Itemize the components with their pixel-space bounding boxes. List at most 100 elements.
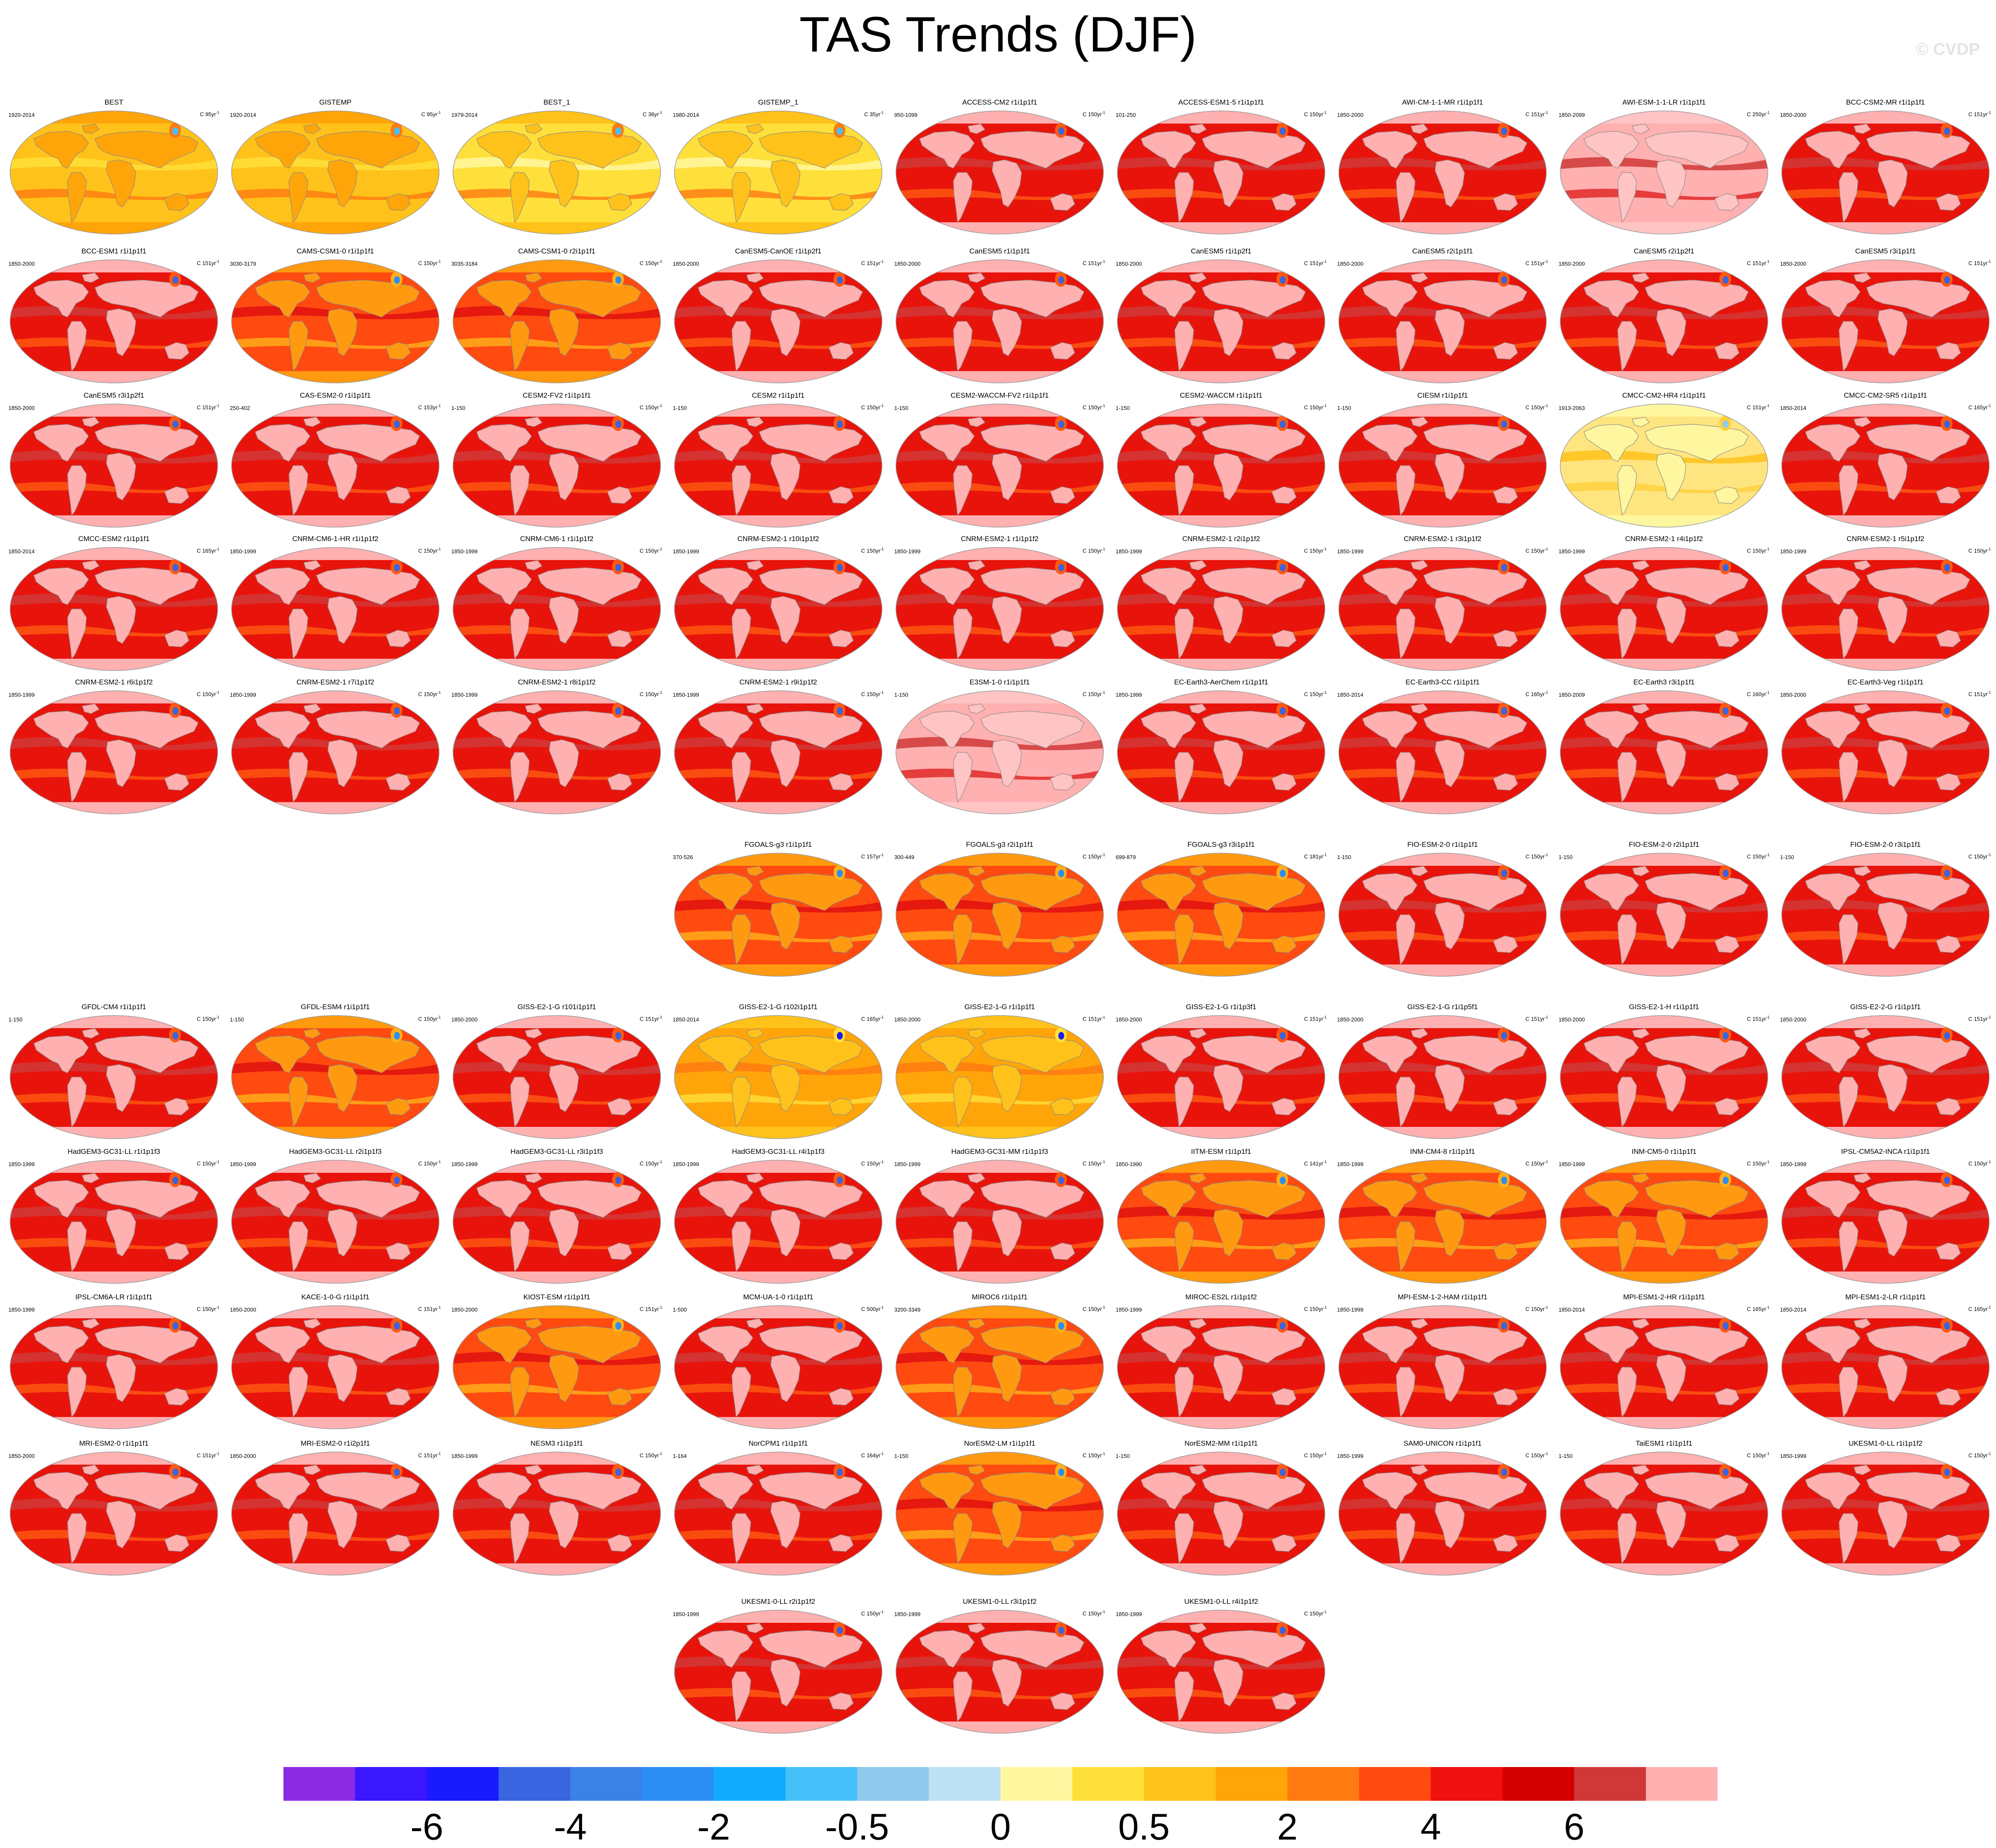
panel-title: CMCC-CM2-HR4 r1i1p1f1	[1622, 391, 1706, 399]
panel-year-range: 3035-3184	[451, 261, 478, 267]
colorbar-box	[785, 1767, 857, 1801]
colorbar-box	[1072, 1767, 1144, 1801]
panel-trend-length-unit: -1	[880, 1305, 884, 1309]
panel-trend-length-text: C 165yr	[1968, 404, 1988, 411]
map-panel: FIO-ESM-2-0 r2i1p1f1 1-150 C 150yr-1	[1554, 840, 1774, 983]
robinson-map	[1338, 547, 1547, 671]
map-panel: CNRM-ESM2-1 r10i1p1f2 1850-1999 C 150yr-1	[669, 535, 888, 677]
panel-title: UKESM1-0-LL r1i1p1f2	[1848, 1439, 1923, 1447]
panel-trend-length: C 150yr-1	[639, 546, 662, 554]
panel-year-range: 1850-1999	[230, 548, 256, 555]
panel-title: NorESM2-MM r1i1p1f1	[1184, 1439, 1258, 1447]
map-panel: HadGEM3-GC31-LL r1i1p1f3 1850-1999 C 150yr…	[4, 1148, 224, 1290]
panel-trend-length: C 151yr-1	[1525, 1014, 1548, 1022]
panel-trend-length-unit: -1	[1766, 1452, 1769, 1456]
panel-title: CNRM-ESM2-1 r2i1p1f2	[1182, 535, 1260, 543]
robinson-map	[674, 690, 882, 814]
panel-trend-length-unit: -1	[1323, 547, 1327, 551]
colorbar-box	[1001, 1767, 1072, 1801]
robinson-map	[1781, 690, 1990, 814]
panel-trend-length-text: C 150yr	[197, 1160, 216, 1167]
colorbar-box	[1502, 1767, 1574, 1801]
colorbar	[283, 1767, 1718, 1801]
panel-year-range: 1850-2009	[1559, 692, 1585, 698]
panel-trend-length: C 151yr-1	[1525, 258, 1548, 267]
map-panel: ACCESS-ESM1-5 r1i1p1f1 101-250 C 150yr-1	[1111, 98, 1331, 240]
panel-year-range: 1-500	[673, 1307, 687, 1313]
panel-trend-length-unit: -1	[1323, 690, 1327, 695]
panel-year-range: 1850-1999	[1780, 548, 1807, 555]
panel-year-range: 1-150	[1559, 1453, 1573, 1459]
map-panel: MCM-UA-1-0 r1i1p1f1 1-500 C 500yr-1	[669, 1293, 888, 1435]
panel-trend-length: C 151yr-1	[1082, 1014, 1105, 1022]
map-panel: CAMS-CSM1-0 r2i1p1f1 3035-3184 C 150yr-1	[447, 247, 666, 389]
panel-trend-length: C 35yr-1	[864, 109, 884, 118]
robinson-map	[1117, 1015, 1325, 1139]
map-panel: CNRM-ESM2-1 r6i1p1f2 1850-1999 C 150yr-1	[4, 678, 224, 820]
panel-trend-length: C 150yr-1	[1304, 1450, 1327, 1459]
panel-title: E3SM-1-0 r1i1p1f1	[969, 678, 1030, 686]
panel-trend-length-text: C 150yr	[1968, 1452, 1988, 1459]
panel-trend-length: C 165yr-1	[1968, 1304, 1991, 1312]
map-panel: CanESM5 r2i1p2f1 1850-2000 C 151yr-1	[1554, 247, 1774, 389]
robinson-map	[10, 404, 218, 528]
panel-trend-length-text: C 150yr	[1525, 1306, 1545, 1312]
panel-trend-length-text: C 150yr	[197, 1016, 216, 1022]
panel-trend-length-unit: -1	[880, 690, 884, 695]
map-panel: HadGEM3-GC31-LL r3i1p1f3 1850-1999 C 150yr…	[447, 1148, 666, 1290]
panel-trend-length: C 151yr-1	[861, 258, 884, 267]
panel-year-range: 1850-2000	[1337, 261, 1364, 267]
robinson-map	[1117, 547, 1325, 671]
map-panel: SAM0-UNICON r1i1p1f1 1850-1999 C 150yr-1	[1333, 1439, 1552, 1581]
panel-trend-length-unit: -1	[880, 404, 884, 408]
map-panel: FGOALS-g3 r1i1p1f1 370-526 C 157yr-1	[669, 840, 888, 983]
panel-trend-length-unit: -1	[1101, 853, 1105, 857]
panel-title: CanESM5-CanOE r1i1p2f1	[735, 247, 822, 255]
panel-trend-length: C 151yr-1	[639, 1304, 662, 1312]
robinson-map	[1117, 1610, 1325, 1734]
panel-title: MPI-ESM-1-2-HAM r1i1p1f1	[1397, 1293, 1488, 1301]
robinson-map	[231, 259, 440, 383]
panel-trend-length-unit: -1	[437, 1160, 441, 1164]
robinson-map	[1781, 110, 1990, 234]
map-panel: MRI-ESM2-0 r1i2p1f1 1850-2000 C 151yr-1	[226, 1439, 445, 1581]
panel-trend-length-unit: -1	[216, 1452, 219, 1456]
robinson-map	[674, 1015, 882, 1139]
map-panel: FIO-ESM-2-0 r3i1p1f1 1-150 C 150yr-1	[1776, 840, 1995, 983]
map-panel: HadGEM3-GC31-MM r1i1p1f3 1850-1999 C 150yr…	[890, 1148, 1109, 1290]
panel-trend-length-text: C 150yr	[1082, 111, 1102, 118]
panel-title: MPI-ESM1-2-HR r1i1p1f1	[1623, 1293, 1705, 1301]
panel-title: CanESM5 r2i1p2f1	[1634, 247, 1694, 255]
panel-trend-length-unit: -1	[1766, 547, 1769, 551]
panel-trend-length: C 150yr-1	[1082, 109, 1105, 118]
panel-year-range: 1850-2000	[8, 405, 35, 411]
panel-trend-length: C 151yr-1	[418, 1304, 441, 1312]
map-panel: AWI-CM-1-1-MR r1i1p1f1 1850-2000 C 151yr-1	[1333, 98, 1552, 240]
panel-year-range: 1913-2063	[1559, 405, 1585, 411]
robinson-map	[896, 1015, 1104, 1139]
map-panel: UKESM1-0-LL r4i1p1f2 1850-1999 C 150yr-1	[1111, 1597, 1331, 1740]
panel-trend-length: C 150yr-1	[1747, 851, 1769, 860]
panel-trend-length: C 150yr-1	[1304, 1304, 1327, 1312]
panel-trend-length-text: C 165yr	[1525, 691, 1545, 698]
panel-trend-length-text: C 151yr	[1968, 691, 1988, 698]
panel-trend-length: C 165yr-1	[1747, 1304, 1769, 1312]
panel-trend-length: C 165yr-1	[197, 546, 219, 554]
panel-trend-length-text: C 150yr	[639, 1160, 659, 1167]
panel-title: BEST	[104, 98, 124, 106]
panel-trend-length: C 150yr-1	[1304, 109, 1327, 118]
panel-trend-length-text: C 160yr	[1747, 691, 1766, 698]
panel-trend-length-unit: -1	[1766, 1015, 1769, 1019]
robinson-map	[674, 1305, 882, 1429]
panel-trend-length: C 151yr-1	[1968, 689, 1991, 698]
panel-trend-length-text: C 151yr	[1968, 260, 1988, 267]
robinson-map	[453, 404, 661, 528]
robinson-map	[1560, 404, 1768, 528]
panel-trend-length-text: C 150yr	[1082, 547, 1102, 554]
panel-trend-length-text: C 151yr	[639, 1306, 659, 1312]
panel-trend-length-unit: -1	[1323, 1015, 1327, 1019]
map-panel: IPSL-CM6A-LR r1i1p1f1 1850-1999 C 150yr-1	[4, 1293, 224, 1435]
panel-year-range: 250-402	[230, 405, 250, 411]
panel-trend-length-unit: -1	[658, 1305, 662, 1309]
panel-trend-length-text: C 250yr	[1747, 111, 1766, 118]
